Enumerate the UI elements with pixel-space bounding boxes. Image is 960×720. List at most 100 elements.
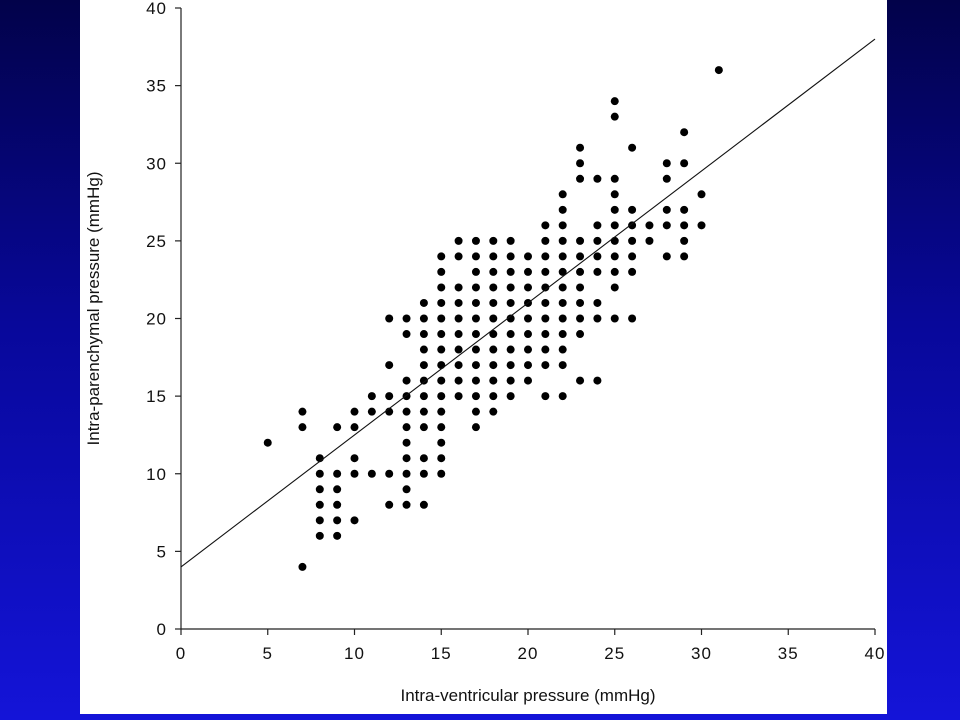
data-point (610, 221, 619, 230)
data-point (662, 252, 671, 261)
data-point (610, 252, 619, 261)
data-point (489, 407, 498, 416)
data-point (628, 267, 637, 276)
data-point (454, 345, 463, 354)
data-point (471, 376, 480, 385)
data-point (576, 143, 585, 152)
x-tick-label: 15 (431, 644, 452, 663)
x-tick-label: 5 (263, 644, 273, 663)
data-point (454, 298, 463, 307)
data-point (610, 190, 619, 199)
data-point (419, 407, 428, 416)
data-point (558, 283, 567, 292)
data-point (419, 423, 428, 432)
data-point (315, 516, 324, 525)
data-point (471, 392, 480, 401)
data-point (680, 236, 689, 245)
data-point (628, 221, 637, 230)
data-point (541, 345, 550, 354)
data-point (524, 267, 532, 276)
data-point (541, 314, 550, 323)
x-axis-title: Intra-ventricular pressure (mmHg) (400, 686, 655, 705)
data-point (541, 392, 550, 401)
regression-line-group (180, 38, 876, 568)
y-tick-label: 20 (146, 310, 167, 329)
data-point (437, 407, 446, 416)
data-point (402, 330, 411, 339)
data-point (402, 423, 411, 432)
data-point (419, 469, 428, 478)
data-point (558, 252, 567, 261)
data-point (437, 298, 446, 307)
data-point (541, 330, 550, 339)
data-point (558, 205, 567, 214)
data-point (506, 252, 515, 261)
data-point (437, 469, 446, 478)
data-point (454, 361, 463, 370)
data-point (315, 531, 324, 540)
data-point (489, 236, 498, 245)
y-tick-label: 25 (146, 232, 167, 251)
data-point (541, 361, 550, 370)
data-point (506, 314, 515, 323)
data-point (471, 423, 480, 432)
data-point (524, 330, 532, 339)
x-tick-label: 10 (344, 644, 365, 663)
data-point (645, 221, 654, 230)
data-point (489, 283, 498, 292)
data-point (558, 345, 567, 354)
data-point (541, 252, 550, 261)
chart-panel: 0 5 10 15 20 25 30 35 40 0 5 10 15 20 25 30 35 40 Intra-v… (80, 0, 887, 714)
data-point (576, 267, 585, 276)
data-point (471, 236, 480, 245)
axes: 0 5 10 15 20 25 30 35 40 0 5 10 15 20 25 30 35 40 (146, 0, 886, 663)
x-tick-label: 40 (865, 644, 886, 663)
data-point (576, 283, 585, 292)
data-point (541, 221, 550, 230)
data-point (662, 221, 671, 230)
data-point (524, 252, 532, 261)
data-point (593, 267, 602, 276)
data-point (697, 221, 706, 230)
data-point (437, 314, 446, 323)
data-point (489, 252, 498, 261)
data-point (437, 376, 446, 385)
data-point (402, 500, 411, 509)
data-point (437, 345, 446, 354)
data-point (576, 252, 585, 261)
y-tick-label: 15 (146, 387, 167, 406)
data-point (541, 283, 550, 292)
data-point (333, 516, 342, 525)
data-point (680, 252, 689, 261)
data-point (593, 221, 602, 230)
data-point (593, 174, 602, 183)
data-point (402, 314, 411, 323)
x-tick-label: 25 (604, 644, 625, 663)
data-point (454, 376, 463, 385)
data-point (506, 236, 515, 245)
data-point (558, 298, 567, 307)
data-point (628, 143, 637, 152)
data-point (610, 314, 619, 323)
regression-line (180, 38, 876, 568)
data-point (489, 345, 498, 354)
y-axis-title: Intra-parenchymal pressure (mmHg) (84, 172, 103, 446)
data-point (576, 159, 585, 168)
data-point (628, 236, 637, 245)
data-point (524, 345, 532, 354)
data-point (350, 407, 359, 416)
data-point (714, 66, 723, 75)
data-point (506, 376, 515, 385)
y-tick-label: 35 (146, 77, 167, 96)
data-point (489, 267, 498, 276)
data-point (506, 392, 515, 401)
data-point (576, 174, 585, 183)
data-point (471, 314, 480, 323)
data-point (489, 314, 498, 323)
data-point (315, 500, 324, 509)
y-tick-label: 10 (146, 465, 167, 484)
data-point (610, 112, 619, 121)
data-point (471, 330, 480, 339)
data-point (610, 174, 619, 183)
